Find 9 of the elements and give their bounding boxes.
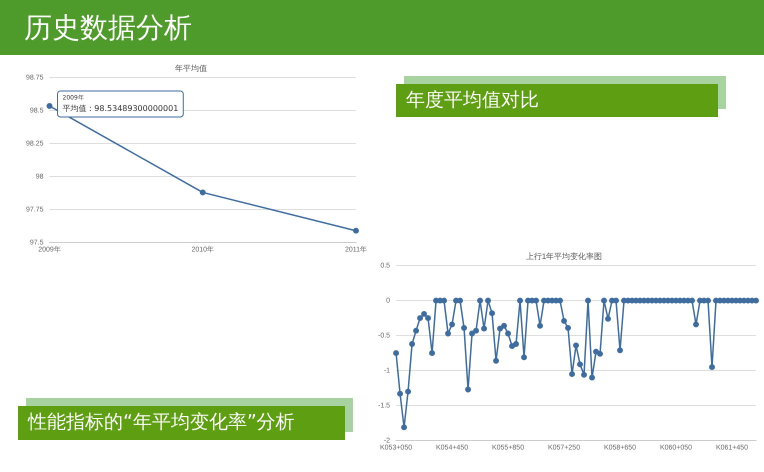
- point: [200, 189, 206, 196]
- chart-title: 上行1年平均变化率图: [526, 252, 602, 262]
- text: 性能指标的“年平均变化率”分析: [18, 406, 345, 440]
- text: 历史数据分析: [0, 0, 764, 55]
- chart-title: 年平均值: [175, 64, 207, 74]
- point: [353, 228, 359, 234]
- annotation: 平均值 : 98.53489300000001: [62, 104, 178, 114]
- text: 年度平均值对比: [396, 84, 718, 117]
- point: [46, 103, 52, 109]
